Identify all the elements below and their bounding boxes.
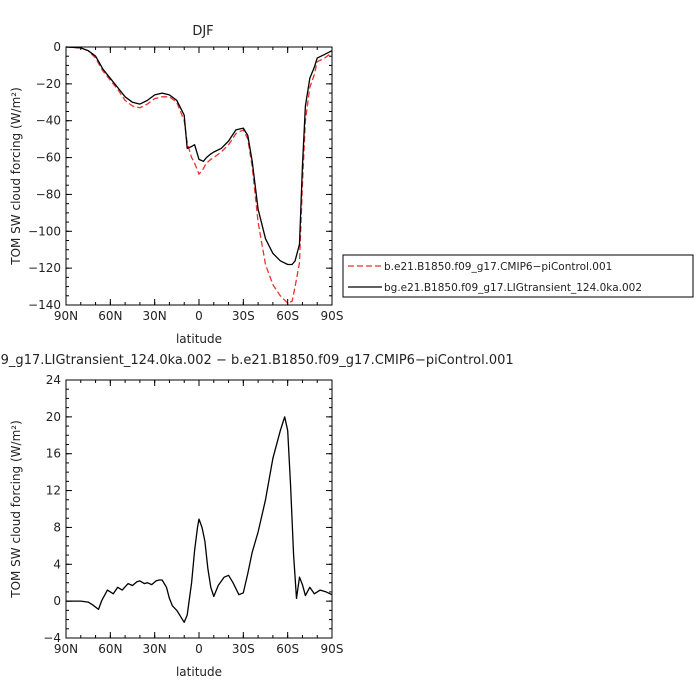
series-line-1-0 [66,416,333,623]
y-tick-label: −100 [28,224,61,238]
x-tick-label: 60S [276,642,299,656]
y-tick-label: 0 [53,40,61,54]
bottom-panel: bg.e21.B1850.f09_g17.LIGtransient_124.0k… [0,353,514,679]
y-tick-label: 24 [46,373,61,387]
series-line-0-0 [65,46,333,304]
y-tick-label: 0 [53,594,61,608]
x-tick-label: 60N [98,309,122,323]
bottom-axis-ticks: 90N 60N 30N 0 30S 60S 90S −4 0 4 8 12 16 20 24 [43,373,343,656]
y-tick-label: −20 [36,77,61,91]
y-tick-label: 12 [46,484,61,498]
x-tick-label: 60S [276,309,299,323]
legend: b.e21.B1850.f09_g17.CMIP6−piControl.001 … [342,254,694,298]
top-chart-title: DJF [192,24,213,39]
bottom-chart-title: bg.e21.B1850.f09_g17.LIGtransient_124.0k… [0,353,514,368]
top-plot-frame [65,46,333,306]
top-panel: DJF 90N 60N 30N 0 30S 60S 90S 0 −20 −40 −60 −80 −100… [9,24,694,346]
y-tick-label: 16 [46,447,61,461]
x-tick-label: 90N [54,309,78,323]
top-x-axis-label: latitude [176,332,222,346]
x-tick-label: 30N [143,309,167,323]
x-tick-label: 90N [54,642,78,656]
x-tick-label: 30S [232,642,255,656]
y-tick-label: −140 [28,298,61,312]
y-tick-label: 8 [53,520,61,534]
x-tick-label: 30S [232,309,255,323]
y-tick-label: −40 [36,114,61,128]
legend-label-ligtransient: bg.e21.B1850.f09_g17.LIGtransient_124.0k… [384,282,642,294]
bottom-series-group [66,416,333,623]
legend-label-picontrol: b.e21.B1850.f09_g17.CMIP6−piControl.001 [384,261,612,273]
top-axis-ticks: 90N 60N 30N 0 30S 60S 90S 0 −20 −40 −60 −80 −100 −120… [28,40,343,323]
x-tick-label: 90S [321,309,344,323]
x-tick-label: 30N [143,642,167,656]
y-tick-label: −60 [36,151,61,165]
x-tick-label: 0 [195,309,203,323]
x-tick-label: 0 [195,642,203,656]
bottom-x-axis-label: latitude [176,665,222,679]
series-line-0-1 [65,46,333,266]
bottom-y-axis-label: TOM SW cloud forcing (W/m²) [9,420,23,599]
x-tick-label: 60N [98,642,122,656]
y-tick-label: 4 [53,557,61,571]
y-tick-label: −4 [43,631,61,645]
y-tick-label: −80 [36,187,61,201]
legend-box [342,254,694,298]
top-y-axis-label: TOM SW cloud forcing (W/m²) [9,87,23,266]
top-series-group [65,46,333,304]
x-tick-label: 90S [321,642,344,656]
y-tick-label: −120 [28,261,61,275]
y-tick-label: 20 [46,410,61,424]
